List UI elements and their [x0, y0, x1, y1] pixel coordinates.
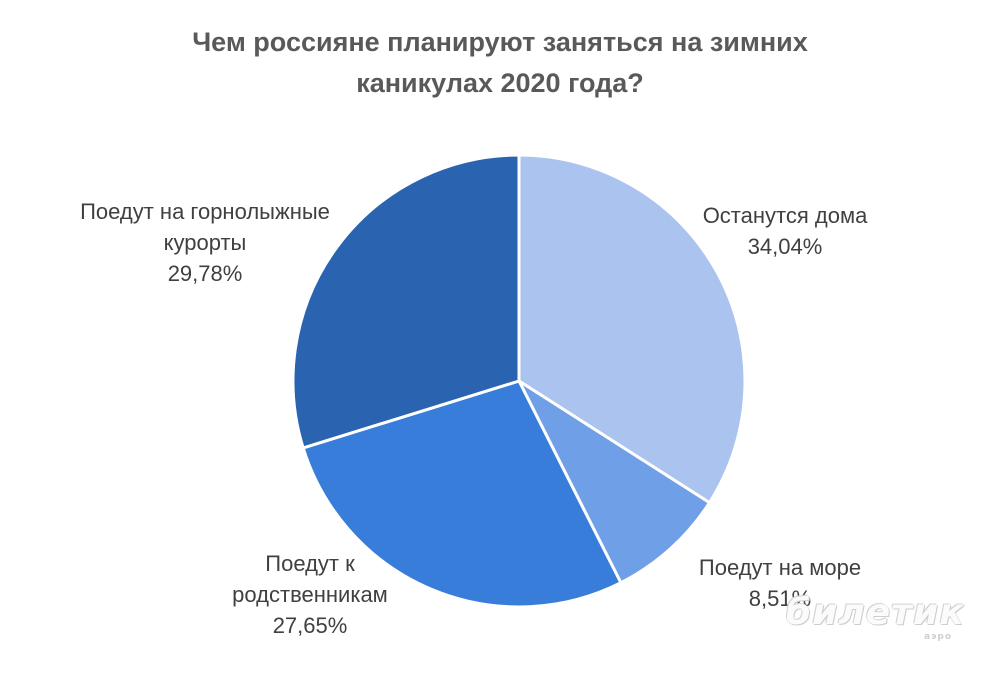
- slice-label-ski-resorts-name-1: Поедут на горнолыжные: [80, 199, 330, 224]
- slice-label-relatives-value: 27,65%: [272, 613, 348, 638]
- chart-title: Чем россияне планируют заняться на зимни…: [0, 22, 1000, 104]
- slice-label-sea: Поедут на море 8,51%: [655, 552, 905, 614]
- slice-label-relatives-name-1: Поедут к: [265, 551, 355, 576]
- watermark-suffix: аэро: [924, 632, 953, 642]
- slice-sea: [517, 379, 711, 585]
- slice-label-relatives: Поедут к родственникам 27,65%: [180, 548, 440, 641]
- slice-ski-resorts: [291, 153, 521, 450]
- chart-title-line-1: Чем россияне планируют заняться на зимни…: [192, 27, 808, 57]
- slice-label-relatives-name-2: родственникам: [232, 582, 388, 607]
- slice-label-stay-home-name: Останутся дома: [702, 203, 868, 228]
- slice-label-sea-name: Поедут на море: [698, 555, 862, 580]
- pie-slices: [291, 153, 747, 609]
- slice-relatives: [301, 379, 623, 609]
- chart-title-line-2: каникулах 2020 года?: [356, 68, 644, 98]
- slice-label-ski-resorts-name-2: курорты: [163, 230, 247, 255]
- slice-label-ski-resorts-value: 29,78%: [167, 261, 243, 286]
- slice-label-stay-home-value: 34,04%: [747, 234, 823, 259]
- slice-label-stay-home: Останутся дома 34,04%: [660, 200, 910, 262]
- slice-label-ski-resorts: Поедут на горнолыжные курорты 29,78%: [40, 196, 370, 289]
- watermark-brand: билетик: [786, 592, 965, 633]
- slice-label-sea-value: 8,51%: [748, 586, 812, 611]
- watermark-logo: билетик аэро: [786, 592, 965, 642]
